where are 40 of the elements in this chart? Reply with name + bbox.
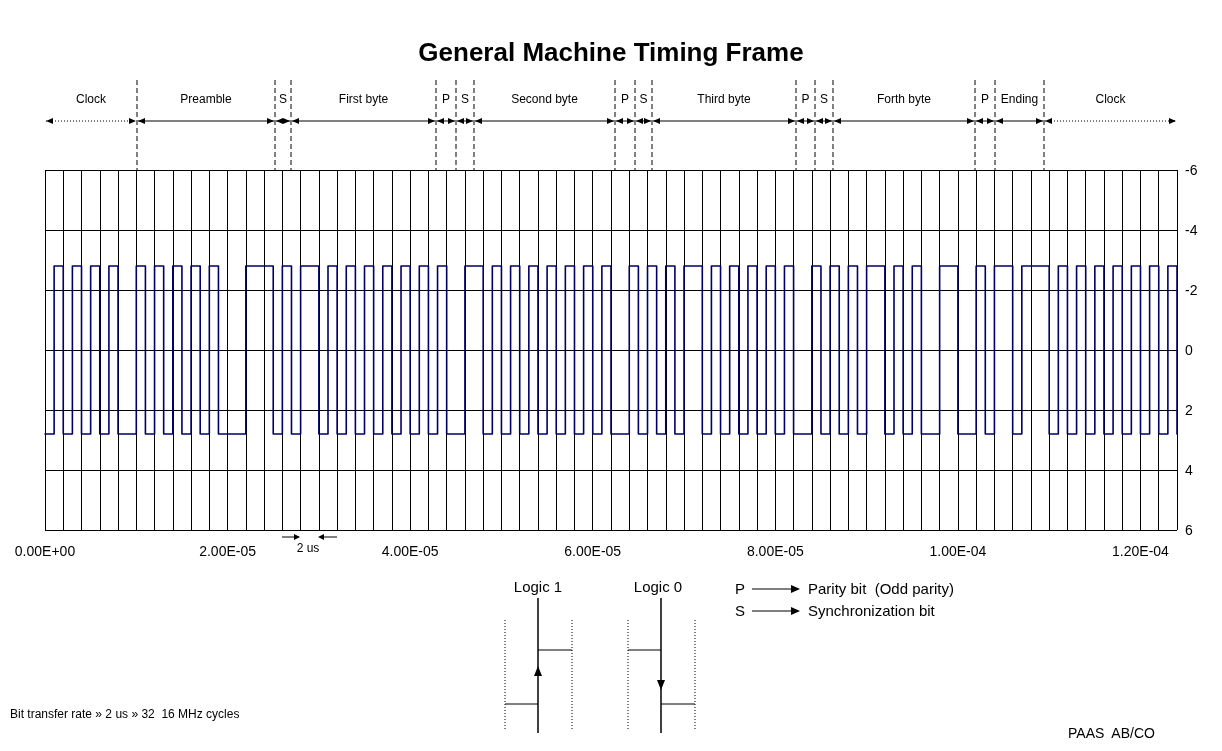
text: Preamble bbox=[180, 92, 232, 106]
text: S bbox=[735, 602, 746, 619]
text: 2 us bbox=[296, 541, 320, 555]
x-tick-label: 4.00E-05 bbox=[381, 543, 439, 559]
text: Third byte bbox=[697, 92, 751, 106]
y-tick-label: 6 bbox=[1185, 522, 1193, 538]
chart-title: General Machine Timing Frame bbox=[418, 37, 804, 67]
text: Logic 0 bbox=[633, 578, 683, 595]
x-tick-label: 2.00E-05 bbox=[199, 543, 257, 559]
text: Ending bbox=[1000, 92, 1039, 106]
x-tick-label: 1.20E-04 bbox=[1112, 543, 1170, 559]
x-tick-label: 1.00E-04 bbox=[929, 543, 987, 559]
text: Clock bbox=[1095, 92, 1127, 106]
text: Second byte bbox=[511, 92, 579, 106]
x-tick-label: 6.00E-05 bbox=[564, 543, 622, 559]
text: Parity bit (Odd parity) bbox=[808, 580, 954, 597]
text: P bbox=[441, 92, 451, 106]
y-tick-label: -6 bbox=[1185, 162, 1198, 178]
text: S bbox=[460, 92, 470, 106]
text: PAAS AB/CO bbox=[1068, 725, 1155, 741]
text: S bbox=[278, 92, 288, 106]
text: P bbox=[735, 580, 746, 597]
text: Forth byte bbox=[876, 92, 932, 106]
y-tick-label: 4 bbox=[1185, 462, 1193, 478]
y-tick-label: -4 bbox=[1185, 222, 1198, 238]
x-tick-label: 0.00E+00 bbox=[14, 543, 76, 559]
y-tick-label: -2 bbox=[1185, 282, 1198, 298]
text: P bbox=[801, 92, 810, 106]
text: P bbox=[980, 92, 990, 106]
x-tick-label: 8.00E-05 bbox=[746, 543, 804, 559]
text: P bbox=[620, 92, 630, 106]
text: Logic 1 bbox=[513, 578, 563, 595]
text: S bbox=[639, 92, 648, 106]
text: Clock bbox=[75, 92, 107, 106]
y-tick-label: 0 bbox=[1185, 342, 1193, 358]
text: Bit transfer rate » 2 us » 32 16 MHz cycles bbox=[10, 707, 240, 721]
text: S bbox=[819, 92, 829, 106]
y-tick-label: 2 bbox=[1185, 402, 1193, 418]
text: Synchronization bit bbox=[808, 602, 936, 619]
text: First byte bbox=[338, 92, 389, 106]
